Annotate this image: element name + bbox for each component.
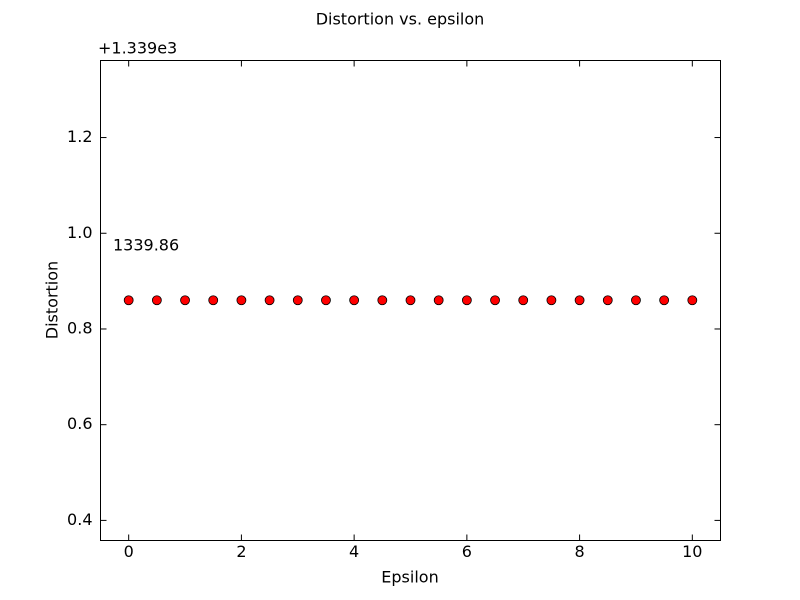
x-tick-label: 6 bbox=[462, 542, 472, 561]
point bbox=[574, 295, 585, 306]
y-tick-label: 1.2 bbox=[67, 127, 92, 146]
point bbox=[208, 295, 219, 306]
point bbox=[659, 295, 670, 306]
x-axis-label: Epsilon bbox=[381, 568, 438, 587]
y-axis-label: Distortion bbox=[43, 261, 62, 339]
point bbox=[123, 295, 134, 306]
plot-frame bbox=[100, 60, 721, 541]
point bbox=[490, 295, 500, 306]
x-tick-label: 4 bbox=[349, 542, 359, 561]
point bbox=[461, 295, 472, 306]
point bbox=[546, 295, 557, 306]
point bbox=[264, 295, 275, 306]
x-tick-label: 10 bbox=[682, 542, 702, 561]
x-tick-label: 0 bbox=[124, 542, 134, 561]
point bbox=[433, 295, 444, 306]
point bbox=[687, 295, 698, 306]
point bbox=[321, 295, 331, 306]
point bbox=[377, 295, 388, 306]
y-offset-label: +1.339e3 bbox=[98, 39, 177, 58]
point bbox=[292, 295, 303, 306]
y-tick-label: 0.8 bbox=[67, 318, 92, 337]
y-tick-label: 1.0 bbox=[67, 223, 92, 242]
point bbox=[518, 295, 529, 306]
point bbox=[405, 295, 416, 306]
y-tick-label: 0.6 bbox=[67, 414, 92, 433]
point bbox=[631, 295, 641, 306]
x-tick-label: 2 bbox=[236, 542, 246, 561]
point bbox=[602, 295, 613, 306]
point bbox=[151, 295, 162, 306]
point bbox=[236, 295, 247, 306]
point bbox=[180, 295, 190, 306]
x-tick-label: 8 bbox=[574, 542, 584, 561]
annotation: 1339.86 bbox=[113, 236, 179, 255]
chart-title: Distortion vs. epsilon bbox=[316, 10, 485, 29]
y-tick-label: 0.4 bbox=[67, 510, 92, 529]
point bbox=[349, 295, 360, 306]
